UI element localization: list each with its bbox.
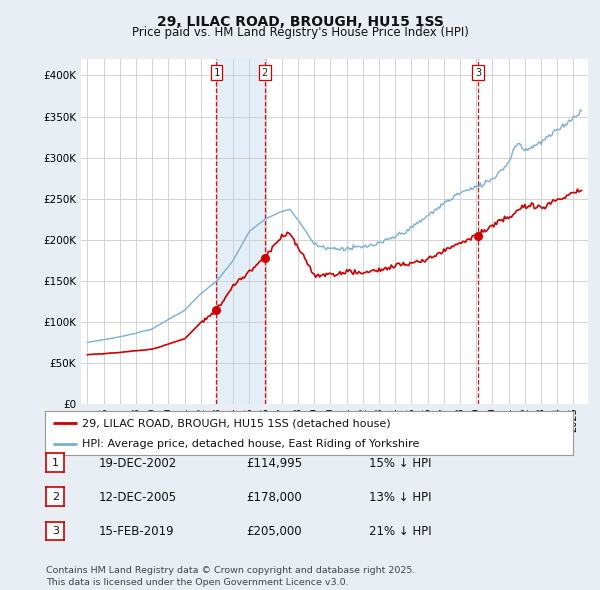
Text: 2: 2 <box>262 68 268 78</box>
Text: 1: 1 <box>52 458 59 467</box>
Text: 21% ↓ HPI: 21% ↓ HPI <box>369 525 431 538</box>
Text: 29, LILAC ROAD, BROUGH, HU15 1SS (detached house): 29, LILAC ROAD, BROUGH, HU15 1SS (detach… <box>82 418 391 428</box>
Text: Contains HM Land Registry data © Crown copyright and database right 2025.
This d: Contains HM Land Registry data © Crown c… <box>46 566 416 587</box>
Text: 3: 3 <box>52 526 59 536</box>
Text: 15-FEB-2019: 15-FEB-2019 <box>99 525 175 538</box>
Text: £178,000: £178,000 <box>246 491 302 504</box>
Text: HPI: Average price, detached house, East Riding of Yorkshire: HPI: Average price, detached house, East… <box>82 438 419 448</box>
Text: Price paid vs. HM Land Registry's House Price Index (HPI): Price paid vs. HM Land Registry's House … <box>131 26 469 39</box>
Text: 13% ↓ HPI: 13% ↓ HPI <box>369 491 431 504</box>
Text: 1: 1 <box>213 68 220 78</box>
Text: £205,000: £205,000 <box>246 525 302 538</box>
Text: 2: 2 <box>52 492 59 502</box>
Text: 12-DEC-2005: 12-DEC-2005 <box>99 491 177 504</box>
Text: 29, LILAC ROAD, BROUGH, HU15 1SS: 29, LILAC ROAD, BROUGH, HU15 1SS <box>157 15 443 30</box>
Text: £114,995: £114,995 <box>246 457 302 470</box>
Text: 3: 3 <box>475 68 481 78</box>
Bar <box>217 59 265 404</box>
Text: 19-DEC-2002: 19-DEC-2002 <box>99 457 177 470</box>
Text: 15% ↓ HPI: 15% ↓ HPI <box>369 457 431 470</box>
